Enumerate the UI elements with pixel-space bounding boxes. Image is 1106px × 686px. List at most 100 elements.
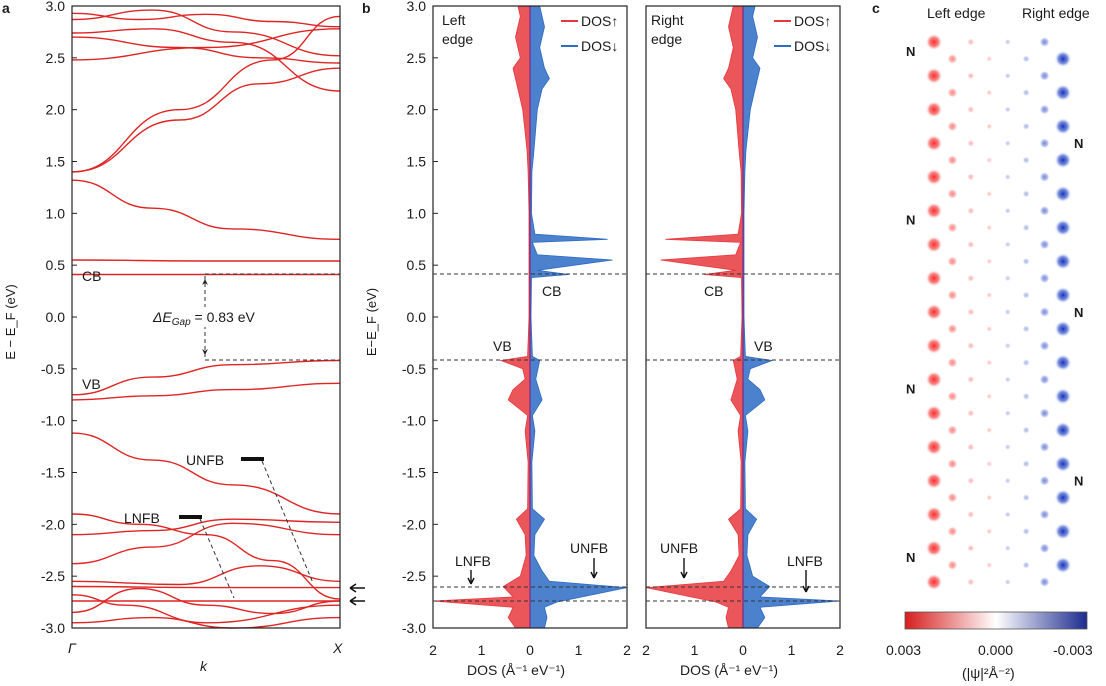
dos-x-tick-label: 1 xyxy=(478,642,486,658)
density-blob xyxy=(1022,122,1030,131)
density-blob xyxy=(947,87,958,99)
density-blob xyxy=(967,274,975,283)
band-line xyxy=(71,179,341,240)
band-line xyxy=(71,382,341,401)
band-y-tick-label: -0.5 xyxy=(41,361,65,377)
band-line xyxy=(71,565,341,586)
edge-density-panel: N N N N N N N Left edge Right edge 0.003 0.000… xyxy=(886,5,1093,681)
band-line xyxy=(71,359,341,396)
dos-y-tick-label: 3.0 xyxy=(407,0,427,14)
dos-y-tick-label: -2.5 xyxy=(402,568,426,584)
dos-left-title-1: Left xyxy=(442,12,465,28)
dos-x-tick-label: 2 xyxy=(429,642,437,658)
density-blob xyxy=(1022,325,1030,333)
density-blob xyxy=(1054,185,1072,203)
lnfb-label: LNFB xyxy=(124,510,160,526)
density-blob xyxy=(947,53,958,65)
density-blob xyxy=(1039,272,1050,284)
density-blob xyxy=(947,188,958,200)
gap-label-bg xyxy=(150,307,270,327)
band-line xyxy=(71,522,341,565)
dos-spin-up-area xyxy=(645,5,744,629)
density-blob xyxy=(925,472,943,490)
n-marker-left: N xyxy=(906,550,915,565)
density-blob xyxy=(1054,219,1072,237)
density-blob xyxy=(1004,140,1011,147)
density-blob xyxy=(1039,205,1050,217)
density-blob xyxy=(1022,223,1030,232)
density-blob xyxy=(1054,387,1072,405)
density-blob xyxy=(967,308,975,316)
density-blob xyxy=(947,458,958,470)
dos-right-title-1: Right xyxy=(651,12,684,28)
band-line xyxy=(71,594,341,624)
n-markers: N N N N N N N xyxy=(906,44,1083,565)
band-line xyxy=(71,432,341,515)
dos-right-title-2: edge xyxy=(651,31,682,47)
x-axis-label: k xyxy=(200,658,208,674)
band-line xyxy=(71,259,340,262)
density-blob xyxy=(986,494,993,501)
density-blobs xyxy=(925,33,1072,591)
band-y-tick-label: 2.0 xyxy=(46,102,66,118)
band-y-tick-label: 1.5 xyxy=(46,154,66,170)
band-line xyxy=(71,36,341,64)
density-blob xyxy=(967,578,975,586)
density-blob xyxy=(925,202,943,220)
density-blob xyxy=(947,289,958,301)
dos-y-tick-label: -2.0 xyxy=(402,516,426,532)
density-blob xyxy=(1054,151,1072,169)
density-blob xyxy=(1004,106,1011,113)
density-blob xyxy=(947,424,958,436)
band-lines xyxy=(71,9,341,629)
vb-label: VB xyxy=(82,376,101,392)
dos-y-tick-labels: 3.0 2.5 2.0 1.5 1.0 0.5 0.0 -0.5 -1.0 -1.5 -2.0 -2.… xyxy=(402,0,438,636)
dos-left-title-2: edge xyxy=(442,31,473,47)
density-blob xyxy=(1004,308,1011,316)
dos-y-tick-label: -1.5 xyxy=(402,465,426,481)
density-blob xyxy=(1039,576,1050,588)
band-line xyxy=(71,585,340,589)
dos-right-cb-label: CB xyxy=(704,283,723,299)
dos-x-tick-label: 1 xyxy=(575,642,583,658)
band-y-tick-label: -1.5 xyxy=(41,465,65,481)
gap-marker-bottom xyxy=(202,349,208,355)
density-blob xyxy=(967,476,975,485)
x-tick-gamma: Γ xyxy=(68,640,77,656)
n-marker-right: N xyxy=(1074,305,1083,320)
band-axes-frame xyxy=(71,5,341,629)
density-blob xyxy=(1054,455,1072,473)
dos-right-vb-label: VB xyxy=(754,338,773,354)
density-blob xyxy=(925,438,943,456)
density-blob xyxy=(947,525,958,537)
density-blob xyxy=(1004,207,1011,214)
density-blob xyxy=(967,71,975,80)
dos-left-vb-label: VB xyxy=(493,338,512,354)
density-blob xyxy=(1022,426,1030,434)
dos-spin-up-area xyxy=(432,5,531,629)
band-line xyxy=(71,28,341,61)
band-line xyxy=(71,67,341,173)
density-blob xyxy=(967,409,975,418)
density-blob xyxy=(1039,374,1050,385)
dos-right-lnfb-label: LNFB xyxy=(787,553,823,569)
dos-y-axis-label: E−E_F (eV) xyxy=(364,288,379,356)
density-blob xyxy=(1039,407,1050,419)
gap-marker-top xyxy=(202,279,208,285)
panel-letter-a: a xyxy=(2,0,10,16)
dos-y-tick-label: -0.5 xyxy=(402,361,426,377)
dos-right-frame xyxy=(645,5,841,629)
density-blob xyxy=(1054,84,1072,102)
density-blob xyxy=(1004,173,1011,181)
density-blob xyxy=(1022,392,1030,401)
density-blob xyxy=(925,370,943,389)
panel-letter-c: c xyxy=(872,0,880,16)
unfb-label: UNFB xyxy=(186,452,224,468)
band-y-tick-label: -2.0 xyxy=(41,516,65,532)
density-blob xyxy=(986,359,993,366)
band-y-tick-label: -1.0 xyxy=(41,413,65,429)
x-tick-x: X xyxy=(332,640,343,656)
dos-x-tick-label: 2 xyxy=(836,642,844,658)
density-blob xyxy=(925,337,943,355)
